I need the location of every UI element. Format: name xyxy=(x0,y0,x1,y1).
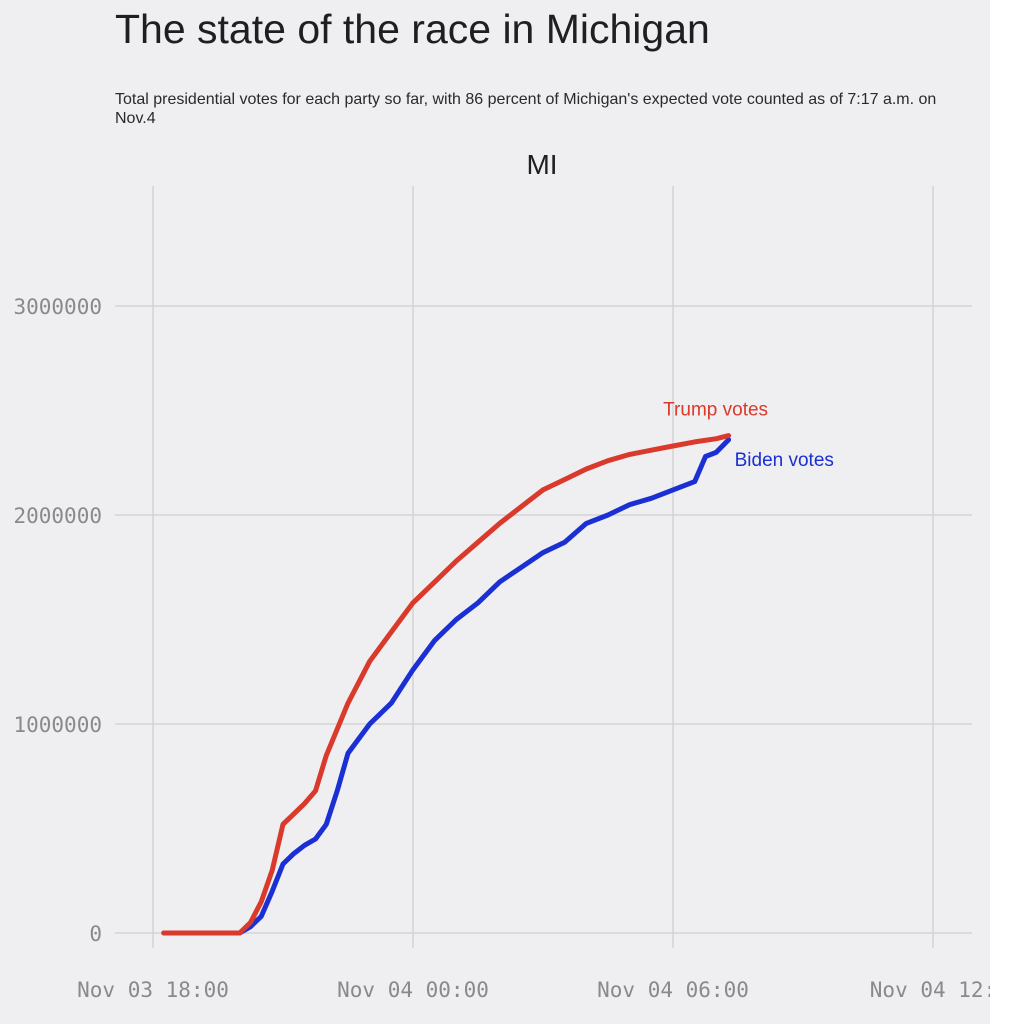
y-tick-label: 0 xyxy=(89,922,102,946)
panel-label: MI xyxy=(526,149,557,180)
x-tick-label: Nov 04 12: xyxy=(870,978,990,1002)
y-tick-label: 2000000 xyxy=(13,504,102,528)
grid xyxy=(115,186,972,948)
series-line-biden xyxy=(161,437,732,936)
series-line-trump xyxy=(161,433,732,936)
x-tick-label: Nov 03 18:00 xyxy=(77,978,229,1002)
series-label-biden: Biden votes xyxy=(735,450,834,471)
x-tick-label: Nov 04 00:00 xyxy=(337,978,489,1002)
y-tick-label: 3000000 xyxy=(13,295,102,319)
y-axis: 0 1000000 2000000 3000000 xyxy=(13,295,102,946)
series-labels: Trump votes Biden votes xyxy=(663,400,834,471)
chart-subtitle: Total presidential votes for each party … xyxy=(115,91,937,127)
x-tick-label: Nov 04 06:00 xyxy=(597,978,749,1002)
series-label-trump: Trump votes xyxy=(663,400,768,421)
chart-title: The state of the race in Michigan xyxy=(115,6,710,52)
series xyxy=(161,433,732,936)
y-tick-label: 1000000 xyxy=(13,713,102,737)
x-axis: Nov 03 18:00 Nov 04 00:00 Nov 04 06:00 Nov … xyxy=(77,978,990,1002)
